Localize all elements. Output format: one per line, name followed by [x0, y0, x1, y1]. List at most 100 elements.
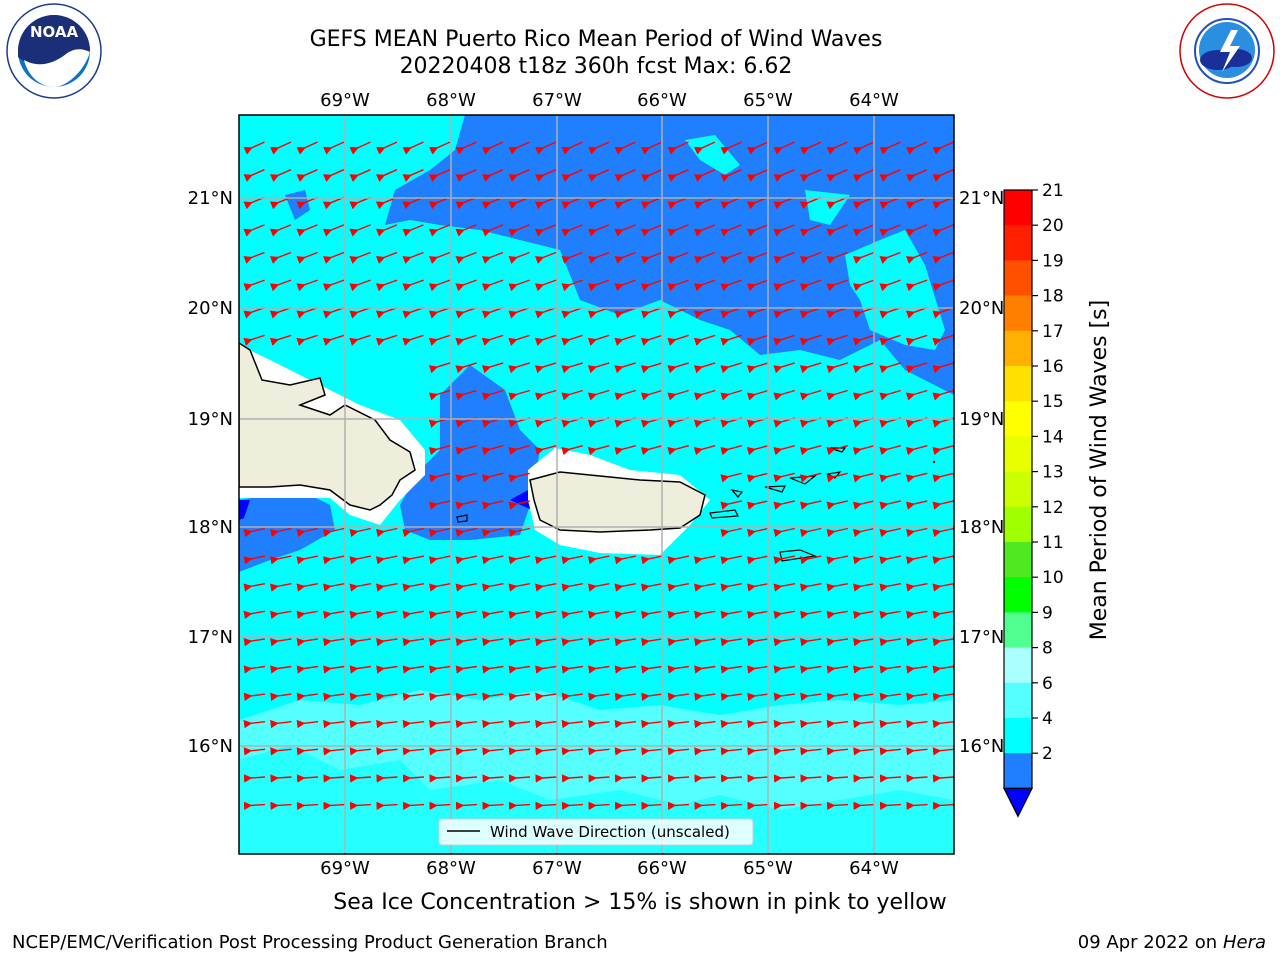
wind-wave-arrow	[349, 251, 371, 264]
wind-wave-arrow	[773, 472, 795, 483]
period-pocket-1	[685, 135, 740, 175]
wind-wave-arrow	[693, 251, 716, 264]
wind-wave-arrow	[402, 224, 424, 237]
wind-wave-arrow	[773, 801, 796, 810]
wind-wave-arrow	[614, 334, 636, 346]
wind-wave-arrow	[561, 747, 584, 756]
wind-wave-arrow	[852, 362, 875, 374]
wind-wave-arrow	[243, 141, 265, 155]
wind-wave-arrow	[879, 500, 901, 510]
wind-wave-arrow	[906, 692, 928, 701]
wind-wave-arrow	[694, 801, 716, 810]
wind-wave-arrow	[587, 141, 610, 155]
wind-wave-arrow	[773, 610, 796, 620]
wind-wave-arrow	[508, 610, 531, 620]
wind-wave-arrow	[428, 610, 451, 620]
wind-wave-arrow	[587, 334, 610, 346]
wind-wave-arrow	[322, 610, 345, 620]
wind-wave-arrow	[243, 279, 265, 292]
wind-wave-arrow	[905, 555, 928, 565]
wind-wave-arrow	[746, 472, 769, 483]
wind-wave-arrow	[773, 638, 796, 647]
wind-wave-arrow	[720, 527, 742, 538]
wind-wave-arrow	[826, 774, 849, 783]
wind-wave-arrow	[799, 445, 822, 456]
wind-wave-arrow	[455, 389, 477, 401]
wind-wave-arrow	[402, 555, 425, 565]
wind-wave-arrow	[322, 251, 345, 264]
wind-wave-arrow	[322, 141, 345, 155]
lat-label: 20°N	[959, 298, 1004, 319]
colorbar-segment	[1004, 330, 1032, 367]
wind-wave-arrow	[322, 527, 345, 538]
wind-wave-arrow	[588, 801, 610, 810]
lon-label: 68°W	[426, 90, 476, 111]
wind-wave-arrow	[455, 774, 478, 783]
wind-wave-arrow	[269, 279, 292, 292]
wind-wave-arrow	[932, 583, 954, 592]
wind-wave-arrow	[508, 583, 531, 592]
wind-wave-arrow	[508, 362, 530, 374]
wind-wave-arrow	[455, 472, 477, 483]
wind-wave-arrow	[932, 719, 954, 729]
wind-wave-arrow	[561, 692, 583, 701]
wind-wave-arrow	[826, 279, 848, 292]
wind-wave-arrow	[614, 692, 636, 701]
wind-wave-arrow	[906, 169, 928, 182]
wind-wave-arrow	[402, 719, 425, 729]
wind-wave-arrow	[852, 224, 875, 237]
wind-wave-arrow	[614, 389, 636, 401]
wind-wave-arrow	[376, 719, 398, 729]
wind-wave-arrow	[587, 251, 610, 264]
wind-wave-arrow	[852, 279, 875, 292]
wind-wave-arrow	[428, 362, 451, 374]
wind-wave-arrow	[429, 801, 451, 810]
lat-label: 19°N	[959, 409, 1004, 430]
wind-wave-arrow	[402, 610, 425, 620]
wind-wave-arrow	[614, 719, 637, 729]
wind-wave-arrow	[322, 555, 345, 565]
wind-wave-arrow	[534, 141, 557, 155]
lon-label: 69°W	[320, 90, 370, 111]
wind-wave-arrow	[667, 141, 689, 155]
wind-wave-arrow	[482, 747, 504, 756]
wind-wave-arrow	[535, 774, 557, 783]
wind-wave-arrow	[481, 527, 504, 538]
wind-wave-arrow	[747, 801, 769, 810]
wind-wave-arrow	[800, 719, 822, 729]
wind-wave-arrow	[667, 362, 689, 374]
map-subtitle: 20220408 t18z 360h fcst Max: 6.62	[399, 54, 793, 79]
wind-wave-arrow	[693, 279, 716, 292]
wind-wave-arrow	[826, 610, 849, 620]
wind-wave-arrow	[667, 610, 690, 620]
wind-wave-arrow	[243, 583, 266, 592]
wind-wave-arrow	[322, 279, 345, 292]
footer-date-text: 09 Apr 2022 on	[1077, 932, 1218, 953]
footer-branch: NCEP/EMC/Verification Post Processing Pr…	[12, 932, 608, 953]
wind-wave-arrow	[481, 334, 504, 346]
wind-wave-arrow	[694, 692, 716, 701]
wind-wave-arrow	[853, 692, 875, 701]
wind-wave-arrow	[508, 665, 531, 674]
wind-wave-arrow	[349, 747, 372, 756]
wind-wave-arrow	[879, 692, 901, 701]
wind-wave-arrow	[667, 334, 689, 346]
wind-wave-arrow	[322, 224, 345, 237]
wind-wave-arrow	[269, 555, 292, 565]
wind-wave-arrow	[402, 774, 425, 783]
wind-wave-arrow	[746, 224, 769, 237]
wind-wave-arrow	[853, 169, 875, 182]
lat-label: 21°N	[959, 188, 1004, 209]
wind-wave-arrow	[747, 638, 769, 647]
wind-wave-arrow	[561, 583, 584, 592]
wind-wave-arrow	[561, 334, 583, 346]
wind-wave-arrow	[349, 638, 372, 647]
wind-wave-arrow	[561, 555, 584, 565]
wind-wave-arrow	[349, 555, 372, 565]
wind-wave-arrow	[561, 169, 583, 182]
wind-wave-arrow	[508, 774, 531, 783]
wind-wave-arrow	[269, 224, 292, 237]
wind-wave-arrow	[641, 801, 663, 810]
wind-wave-arrow	[481, 472, 504, 483]
wind-wave-arrow	[296, 555, 319, 565]
